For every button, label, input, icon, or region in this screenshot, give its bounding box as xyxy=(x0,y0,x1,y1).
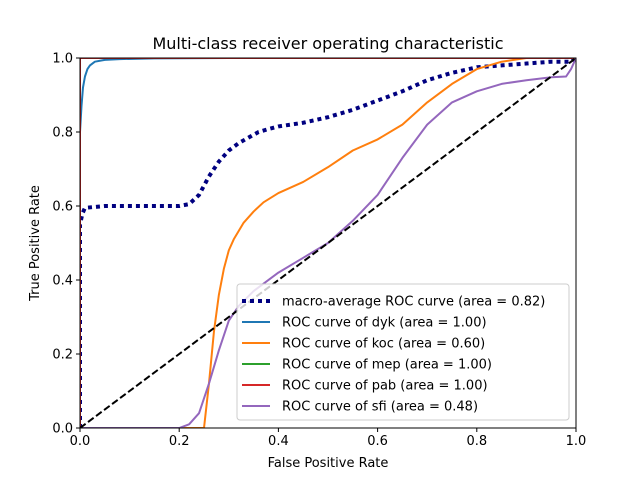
chart-title: Multi-class receiver operating character… xyxy=(152,34,503,53)
y-axis-label: True Positive Rate xyxy=(28,185,43,302)
y-tick-label: 1.0 xyxy=(52,52,73,67)
legend-box xyxy=(236,283,570,421)
plot-frame xyxy=(79,57,577,429)
legend-label-2: ROC curve of koc (area = 0.60) xyxy=(282,337,485,352)
legend-label-5: ROC curve of sfi (area = 0.48) xyxy=(282,400,478,415)
series-line-0 xyxy=(80,58,576,428)
legend: macro-average ROC curve (area = 0.82) ROC… xyxy=(236,283,570,421)
legend-label-4: ROC curve of pab (area = 1.00) xyxy=(282,379,488,394)
x-tick-label: 1.0 xyxy=(566,434,587,449)
series-line-2 xyxy=(80,58,576,428)
x-tick-label: 0.6 xyxy=(367,434,388,449)
series-line-6 xyxy=(80,58,576,428)
y-tick-label: 0.6 xyxy=(52,200,73,215)
legend-label-1: ROC curve of dyk (area = 1.00) xyxy=(282,316,487,331)
series-layer xyxy=(80,58,576,428)
x-axis-label: False Positive Rate xyxy=(268,456,389,471)
x-tick-label: 0.2 xyxy=(169,434,190,449)
y-tick-label: 0.8 xyxy=(52,126,73,141)
y-tick-label: 0.0 xyxy=(52,422,73,437)
legend-label-3: ROC curve of mep (area = 1.00) xyxy=(282,358,492,373)
x-tick-label: 0.8 xyxy=(466,434,487,449)
series-line-5 xyxy=(80,58,576,428)
x-tick-label: 0.4 xyxy=(268,434,289,449)
ticks-layer: 0.0 0.2 0.4 0.6 0.8 1.0 0.0 0.2 0.4 0.6 0.8 1.0 xyxy=(52,52,586,450)
legend-label-0: macro-average ROC curve (area = 0.82) xyxy=(282,295,545,310)
y-tick-label: 0.2 xyxy=(52,348,73,363)
x-tick-label: 0.0 xyxy=(70,434,91,449)
y-tick-label: 0.4 xyxy=(52,274,73,289)
